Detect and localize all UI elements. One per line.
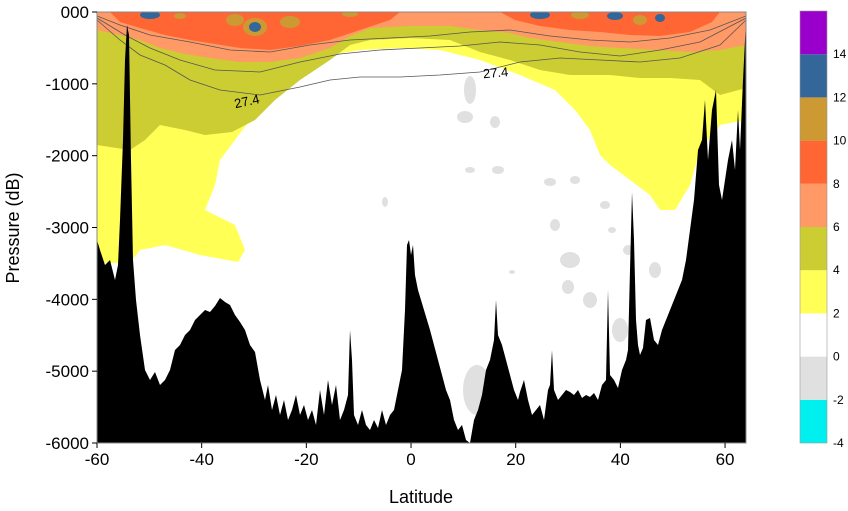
- y-tick-label: -1000: [46, 75, 89, 94]
- y-tick-label: -5000: [46, 362, 89, 381]
- colorbar-frame: [799, 10, 828, 444]
- colorbar-segment: [800, 227, 827, 271]
- colorbar-label: 10: [833, 134, 847, 148]
- colorbar-segment: [800, 270, 827, 314]
- colorbar-segment: [800, 356, 827, 400]
- colorbar-segment: [800, 97, 827, 141]
- x-tick-label: -60: [85, 450, 110, 469]
- y-axis: 000 -1000 -2000 -3000 -4000 -5000 -6000: [46, 3, 97, 453]
- colorbar-label: 2: [833, 306, 840, 320]
- contour-label-1: 27.4: [233, 91, 261, 111]
- colorbar-label: 8: [833, 177, 840, 191]
- colorbar-segment: [800, 11, 827, 55]
- x-axis-title: Latitude: [389, 487, 453, 507]
- y-tick-label: -6000: [46, 434, 89, 453]
- contour-label-2: 27.4: [482, 64, 509, 81]
- warm-core-blobs: [140, 12, 665, 36]
- x-tick-label: 20: [506, 450, 525, 469]
- colorbar-label: -2: [833, 393, 844, 407]
- colorbar-label: 14: [833, 47, 847, 61]
- x-tick-label: 60: [716, 450, 735, 469]
- y-tick-label: -3000: [46, 219, 89, 238]
- contour-labels: 27.4 27.4: [233, 64, 509, 111]
- x-tick-label: 0: [406, 450, 415, 469]
- contour-lines: [97, 15, 746, 96]
- x-tick-label: 40: [611, 450, 630, 469]
- colorbar-segment: [800, 183, 827, 227]
- x-tick-label: -40: [189, 450, 214, 469]
- colorbar-label: 6: [833, 220, 840, 234]
- colorbar-segment: [800, 140, 827, 184]
- y-axis-title: Pressure (dB): [3, 172, 23, 283]
- colorbar: -4 -2 0 2 4 6 8 10 12 14: [799, 10, 847, 450]
- y-tick-label: -4000: [46, 290, 89, 309]
- colorbar-label: 4: [833, 263, 840, 277]
- colorbar-label: -4: [833, 436, 844, 450]
- x-axis: -60 -40 -20 0 20 40 60: [85, 443, 735, 469]
- colorbar-segment: [800, 399, 827, 443]
- plot-area: 27.4 27.4: [97, 12, 746, 443]
- x-tick-label: -20: [294, 450, 319, 469]
- colorbar-segment: [800, 54, 827, 98]
- colorbar-label: 12: [833, 90, 847, 104]
- bathymetry: [97, 20, 746, 443]
- y-tick-label: 000: [61, 3, 89, 22]
- y-tick-label: -2000: [46, 147, 89, 166]
- colorbar-segment: [800, 313, 827, 357]
- colorbar-label: 0: [833, 350, 840, 364]
